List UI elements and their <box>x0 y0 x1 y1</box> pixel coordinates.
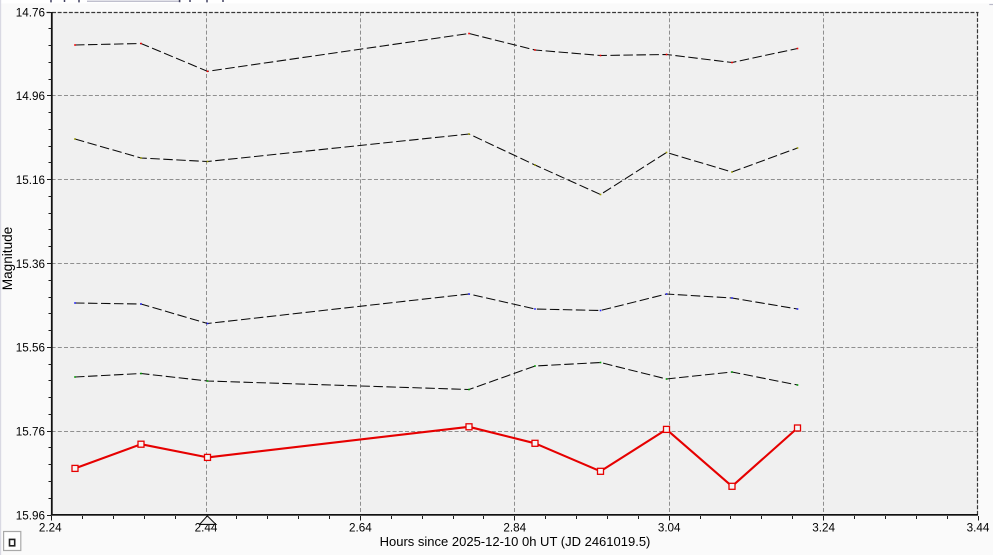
svg-text:2.64: 2.64 <box>349 522 372 535</box>
svg-text:2.84: 2.84 <box>503 522 526 535</box>
svg-text:Hours since 2025-12-10 0h UT (: Hours since 2025-12-10 0h UT (JD 2461019… <box>380 534 651 549</box>
svg-text:15.96: 15.96 <box>16 509 45 522</box>
svg-text:15.76: 15.76 <box>16 426 45 439</box>
svg-text:3.44: 3.44 <box>967 522 990 535</box>
svg-text:14.96: 14.96 <box>16 90 45 103</box>
svg-text:15.16: 15.16 <box>16 174 45 187</box>
svg-text:3.24: 3.24 <box>812 522 835 535</box>
svg-text:Magnitude: Magnitude <box>0 227 15 290</box>
svg-text:2.24: 2.24 <box>39 522 62 535</box>
svg-text:14.76: 14.76 <box>16 6 45 19</box>
svg-text:15.36: 15.36 <box>16 258 45 271</box>
svg-text:3.04: 3.04 <box>658 522 681 535</box>
svg-text:15.56: 15.56 <box>16 342 45 355</box>
